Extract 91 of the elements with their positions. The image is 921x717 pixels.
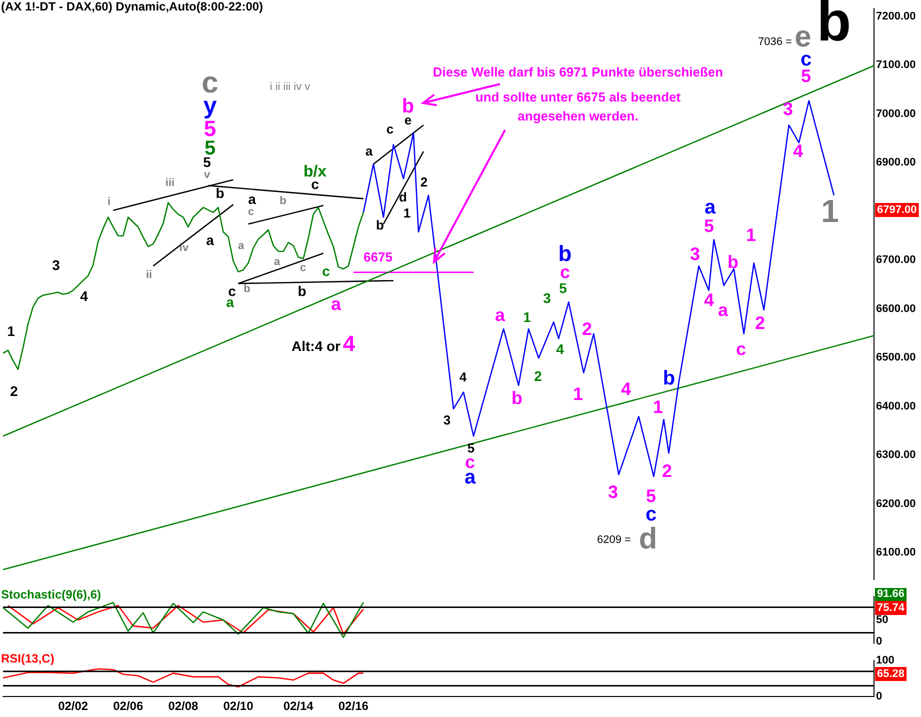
x-tick-label: 02/06: [113, 699, 144, 714]
y-tick-label: 6900.00: [876, 156, 916, 169]
annotation: 1: [821, 192, 839, 229]
annotation: 1: [7, 322, 16, 339]
y-tick-label: 6500.00: [876, 352, 916, 364]
annotation: 4: [704, 290, 714, 310]
annotation: 2: [662, 460, 672, 481]
annotation: b: [728, 252, 738, 272]
annotation: a: [494, 304, 506, 325]
text: 6797.00: [877, 204, 917, 216]
annotation: 7036 =: [758, 36, 792, 48]
y-tick-label: 6700.00: [876, 254, 916, 266]
annotation: 2: [754, 312, 766, 333]
y-tick-label: 6600.00: [876, 302, 916, 315]
x-tick-label: 02/14: [283, 699, 314, 714]
y-tick-label: 6100.00: [876, 546, 916, 559]
annotation: 1: [403, 206, 411, 221]
annotation: a: [718, 300, 729, 320]
annotation: 4: [620, 378, 632, 399]
annotation: 4: [459, 370, 468, 385]
y-tick-label: 0: [876, 690, 882, 703]
annotation: c: [248, 206, 254, 218]
annotation: a: [248, 190, 256, 207]
y-tick-label: 100: [876, 654, 894, 667]
chart-title: RSI(13,C): [1, 651, 54, 666]
annotation: 4: [80, 288, 88, 304]
annotation: 1: [746, 224, 756, 245]
annotation: i ii iii iv v: [270, 81, 311, 94]
annotation: 5: [646, 486, 656, 506]
annotation: a: [330, 294, 342, 314]
annotation: 1: [572, 384, 584, 404]
annotation: c: [386, 122, 394, 137]
y-tick-label: 0: [876, 635, 882, 648]
y-tick-label: 6300.00: [876, 449, 916, 462]
annotation: iii: [165, 177, 175, 190]
chart-title: (AX 1!-DT - DAX,60) Dynamic,Auto(8:00-22:00): [1, 0, 264, 14]
annotation: c: [322, 262, 330, 279]
annotation: 6675: [364, 250, 392, 265]
annotation: 2: [582, 318, 592, 339]
annotation: 3: [782, 98, 794, 119]
annotation: a: [365, 144, 374, 159]
annotation: 2: [420, 174, 428, 190]
annotation: b: [512, 388, 522, 408]
annotation: iv: [179, 242, 190, 254]
annotation: d: [399, 190, 408, 205]
annotation: 6209 =: [597, 534, 631, 546]
annotation: 3: [443, 412, 451, 428]
annotation: b: [298, 282, 306, 299]
annotation: a: [274, 256, 281, 268]
annotation: ii: [146, 269, 152, 282]
y-tick-label: 6400.00: [876, 400, 916, 412]
text: 91.66: [877, 588, 905, 600]
x-tick-label: 02/10: [223, 699, 254, 714]
x-tick-label: 02/02: [58, 699, 88, 714]
y-tick-label: 7200.00: [876, 10, 916, 22]
text: 75.74: [877, 602, 906, 614]
annotation: a: [238, 240, 245, 252]
annotation: 3: [608, 482, 618, 502]
annotation: b: [244, 283, 251, 296]
annotation: 3: [52, 256, 60, 273]
text: 65.28: [877, 668, 905, 680]
y-tick-label: 7000.00: [876, 108, 916, 120]
annotation: 3: [690, 244, 700, 264]
annotation: 2: [534, 368, 542, 384]
y-tick-label: 50: [876, 614, 888, 626]
annotation: 4: [556, 340, 564, 357]
annotation: 1: [523, 308, 532, 325]
annotation: Alt:4 or: [292, 338, 342, 354]
annotation: b: [662, 368, 676, 390]
annotation: 3: [543, 290, 552, 306]
annotation: 4: [792, 140, 804, 161]
x-tick-label: 02/08: [168, 699, 199, 714]
annotation: b: [376, 218, 384, 233]
x-tick-label: 02/16: [338, 699, 369, 714]
annotation: Diese Welle darf bis 6971 Punkte überschießen: [432, 64, 724, 80]
annotation: und sollte unter 6675 als beendet: [475, 90, 682, 105]
annotation: a: [206, 232, 214, 248]
annotation: b: [280, 195, 287, 208]
annotation: 2: [10, 382, 18, 399]
annotation: angesehen werden.: [518, 108, 638, 124]
annotation: c: [736, 338, 746, 359]
annotation: c: [300, 262, 306, 274]
chart-title: Stochastic(9(6),6): [1, 587, 102, 602]
y-tick-label: 6200.00: [876, 498, 916, 510]
annotation: 1: [652, 396, 664, 417]
annotation: v: [204, 169, 211, 182]
annotation: b: [216, 184, 224, 201]
annotation: 4: [342, 331, 356, 356]
annotation: 5: [559, 280, 568, 296]
annotation: i: [107, 196, 111, 208]
y-tick-label: 7100.00: [876, 59, 916, 72]
